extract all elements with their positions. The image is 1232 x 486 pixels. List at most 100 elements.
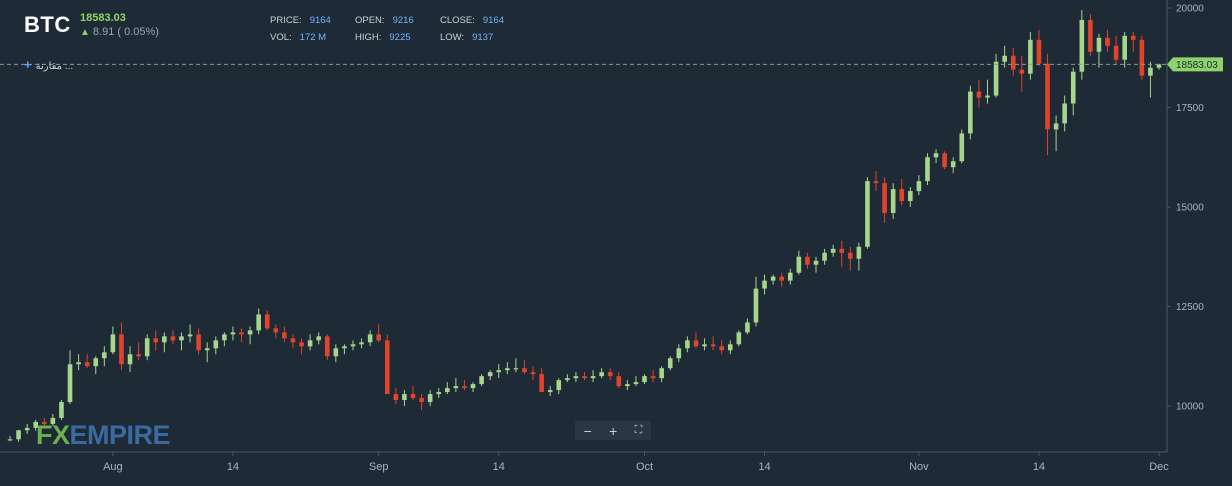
candle-body bbox=[127, 354, 133, 365]
candle-body bbox=[307, 340, 313, 347]
candle-body bbox=[479, 376, 484, 385]
candle-body bbox=[462, 386, 467, 389]
candle-body bbox=[1088, 19, 1093, 52]
x-tick-label: 14 bbox=[1033, 461, 1045, 473]
candle-body bbox=[976, 91, 982, 98]
candle-body bbox=[50, 417, 56, 424]
candle-body bbox=[496, 370, 502, 373]
candle-body bbox=[573, 376, 579, 379]
candle-body bbox=[822, 252, 827, 261]
candle-body bbox=[299, 342, 304, 347]
candle-body bbox=[16, 430, 21, 440]
candle-body bbox=[530, 372, 536, 375]
candle-body bbox=[239, 332, 244, 335]
fxempire-logo: FXEMPIRE bbox=[36, 420, 171, 451]
candle-body bbox=[76, 362, 81, 365]
candle-body bbox=[290, 338, 296, 343]
candle-body bbox=[925, 157, 930, 182]
candle-body bbox=[1028, 39, 1033, 74]
candle-body bbox=[470, 384, 476, 389]
candle-body bbox=[1002, 55, 1007, 62]
x-tick-label: 14 bbox=[227, 461, 239, 473]
candle-body bbox=[445, 388, 450, 393]
x-tick-label: 14 bbox=[758, 461, 770, 473]
ohlc-open: OPEN: 9216 bbox=[355, 15, 414, 26]
candle-body bbox=[522, 368, 527, 373]
candle-body bbox=[333, 348, 339, 357]
candle-body bbox=[959, 133, 965, 162]
candle-body bbox=[427, 394, 433, 403]
candle-body bbox=[350, 344, 356, 347]
candle-body bbox=[402, 394, 407, 401]
candle-body bbox=[1122, 35, 1127, 60]
candle-body bbox=[1036, 39, 1042, 64]
candle-body bbox=[1156, 64, 1162, 68]
x-tick-label: Aug bbox=[103, 461, 123, 473]
candle-body bbox=[779, 276, 785, 281]
candle-body bbox=[204, 348, 210, 351]
candle-body bbox=[685, 340, 690, 349]
candle-body bbox=[873, 181, 879, 184]
logo-fx: FX bbox=[36, 420, 70, 450]
candle-body bbox=[539, 374, 544, 393]
candle-body bbox=[556, 380, 562, 391]
candle-body bbox=[968, 91, 973, 134]
x-tick-label: Sep bbox=[369, 461, 389, 473]
price-label: PRICE: bbox=[270, 15, 302, 26]
candle-body bbox=[93, 358, 99, 367]
ohlc-low: LOW: 9137 bbox=[440, 32, 493, 43]
candle-body bbox=[702, 344, 707, 347]
zoom-out-button[interactable]: − bbox=[583, 422, 592, 439]
candle-body bbox=[230, 332, 236, 335]
candle-body bbox=[256, 314, 261, 331]
last-price: 18583.03 bbox=[80, 12, 126, 24]
candle-body bbox=[187, 334, 193, 337]
x-tick-label: Dec bbox=[1149, 461, 1169, 473]
zoom-in-button[interactable]: + bbox=[609, 422, 618, 439]
y-tick-label: 15000 bbox=[1176, 203, 1204, 214]
x-tick-label: Oct bbox=[636, 461, 653, 473]
candle-body bbox=[899, 189, 905, 202]
candle-body bbox=[993, 61, 999, 96]
candle-body bbox=[1148, 67, 1153, 76]
price-change-value: 8.91 ( 0.05%) bbox=[92, 26, 159, 38]
vol-label: VOL: bbox=[270, 32, 292, 43]
candle-body bbox=[264, 314, 270, 329]
candle-body bbox=[7, 439, 13, 441]
candle-body bbox=[762, 280, 767, 289]
candle-body bbox=[84, 362, 90, 367]
x-tick-label: 14 bbox=[493, 461, 505, 473]
fullscreen-icon[interactable]: ⛶ bbox=[634, 424, 643, 436]
compare-button[interactable]: + مقارنة ... bbox=[24, 57, 73, 72]
symbol-name: BTC bbox=[24, 12, 71, 37]
candle-body bbox=[359, 342, 364, 345]
ohlc-price: PRICE: 9164 bbox=[270, 15, 331, 26]
candle-body bbox=[933, 153, 939, 158]
candle-body bbox=[170, 336, 176, 341]
candle-body bbox=[316, 336, 321, 341]
chart-axes: 10000 12500 15000 17500 20000 Aug 14 Sep 14 Oct 14… bbox=[0, 0, 1204, 473]
candle-body bbox=[505, 368, 510, 371]
candle-body bbox=[865, 181, 870, 247]
candle-body bbox=[950, 161, 956, 168]
candle-body bbox=[599, 372, 604, 377]
candle-body bbox=[916, 181, 922, 192]
plus-icon: + bbox=[24, 57, 32, 72]
candle-body bbox=[282, 332, 287, 339]
compare-label: مقارنة ... bbox=[35, 61, 74, 72]
y-tick-label: 10000 bbox=[1176, 402, 1204, 413]
candle-body bbox=[1105, 37, 1110, 46]
candle-body bbox=[813, 260, 819, 265]
zoom-toolbar: − + ⛶ bbox=[575, 421, 651, 440]
last-price-badge-label: 18583.03 bbox=[1176, 60, 1218, 71]
candle-body bbox=[367, 334, 373, 343]
overlay-layer: 18583.03 bbox=[0, 57, 1223, 72]
candle-body bbox=[119, 334, 124, 365]
candle-body bbox=[247, 330, 253, 335]
low-label: LOW: bbox=[440, 32, 465, 43]
candle-body bbox=[162, 336, 167, 343]
candle-body bbox=[342, 346, 347, 349]
candle-body bbox=[727, 344, 733, 351]
